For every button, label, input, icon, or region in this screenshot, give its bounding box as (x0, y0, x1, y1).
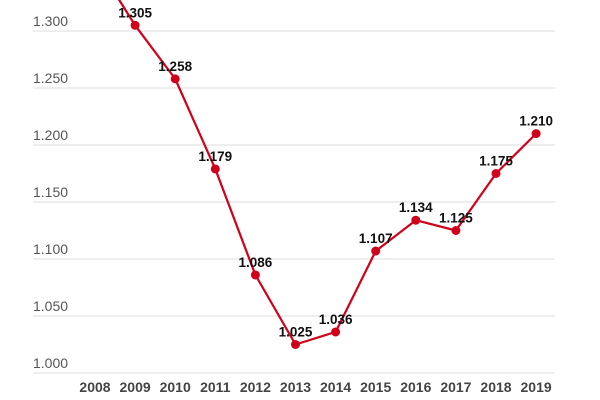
data-point (491, 169, 501, 178)
data-label: 1.258 (158, 59, 192, 74)
x-tick-label: 2014 (320, 379, 351, 395)
y-axis-ticks: 1.000 1.050 1.100 1.150 1.200 1.250 1.300 (33, 13, 68, 371)
data-point (331, 327, 341, 337)
data-labels: 1.305 1.258 1.179 1.086 1.025 1.036 1.107 1.134… (118, 5, 553, 339)
data-point (130, 20, 140, 30)
x-tick-label: 2018 (480, 379, 511, 395)
data-series (117, 0, 541, 349)
data-label: 1.125 (439, 211, 473, 226)
x-tick-label: 2012 (240, 379, 271, 395)
data-label: 1.305 (118, 5, 152, 20)
y-tick-label: 1.200 (33, 127, 68, 143)
x-tick-label: 2011 (200, 379, 231, 395)
data-point (371, 246, 381, 256)
data-point (531, 129, 541, 139)
y-tick-label: 1.150 (33, 184, 68, 200)
x-tick-label: 2016 (400, 379, 431, 395)
data-label: 1.175 (479, 154, 513, 169)
y-gridlines (33, 30, 555, 374)
data-point (210, 164, 220, 174)
y-tick-label: 1.100 (33, 241, 68, 257)
x-tick-label: 2015 (360, 379, 391, 395)
data-point (451, 226, 461, 235)
x-tick-label: 2019 (521, 379, 552, 395)
data-point (170, 74, 180, 84)
data-label: 1.179 (198, 149, 232, 164)
data-label: 1.107 (359, 231, 393, 246)
data-point (411, 215, 421, 225)
x-tick-label: 2013 (280, 379, 311, 395)
data-point (291, 340, 300, 349)
series-line (117, 0, 537, 346)
x-tick-label: 2009 (120, 379, 151, 395)
data-point (250, 270, 260, 280)
data-label: 1.134 (399, 200, 433, 215)
x-tick-label: 2010 (160, 379, 191, 395)
y-tick-label: 1.300 (33, 13, 68, 29)
x-tick-label: 2008 (79, 379, 110, 395)
y-tick-label: 1.000 (33, 355, 68, 371)
data-label: 1.086 (239, 255, 273, 270)
y-tick-label: 1.250 (33, 70, 68, 86)
data-label: 1.025 (279, 325, 313, 340)
y-tick-label: 1.050 (33, 298, 68, 314)
data-label: 1.210 (519, 114, 553, 129)
x-tick-label: 2017 (440, 379, 471, 395)
data-label: 1.036 (319, 312, 353, 327)
x-axis-ticks: 2008 2009 2010 2011 2012 2013 2014 2015 2016 2017… (79, 379, 551, 395)
